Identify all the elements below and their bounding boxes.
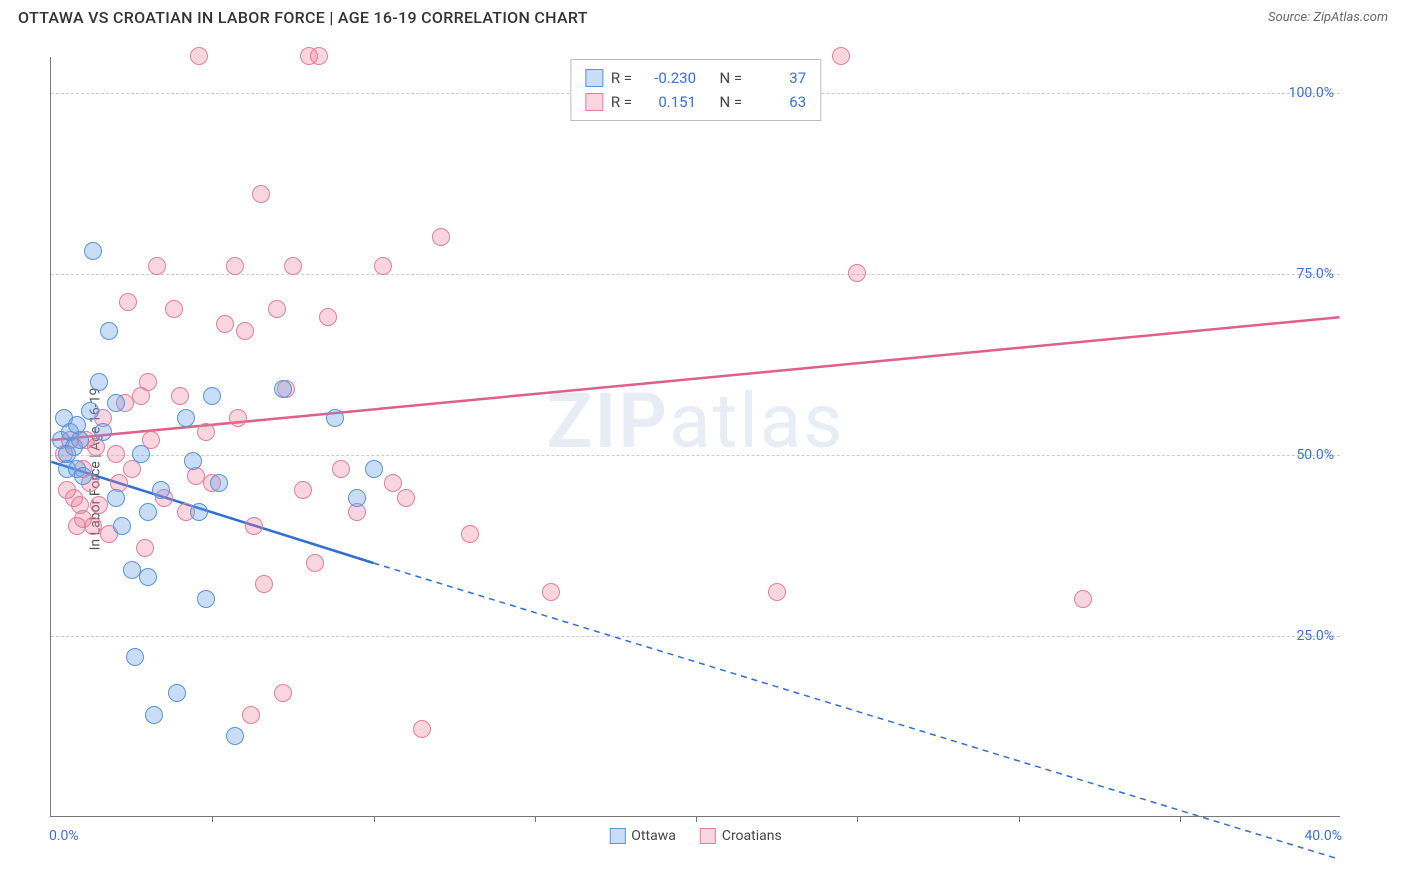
point-croatians <box>384 474 402 492</box>
point-croatians <box>768 583 786 601</box>
point-ottawa <box>145 706 163 724</box>
point-croatians <box>255 575 273 593</box>
point-ottawa <box>100 322 118 340</box>
gridline <box>51 455 1340 456</box>
x-tick <box>535 816 536 822</box>
gridline <box>51 274 1340 275</box>
x-tick <box>374 816 375 822</box>
point-croatians <box>252 185 270 203</box>
point-ottawa <box>107 489 125 507</box>
trend-lines <box>51 57 1340 816</box>
x-tick <box>1019 816 1020 822</box>
point-croatians <box>226 257 244 275</box>
point-ottawa <box>210 474 228 492</box>
stats-row-ottawa: R = -0.230 N = 37 <box>585 66 806 90</box>
point-croatians <box>832 47 850 65</box>
point-croatians <box>542 583 560 601</box>
bottom-legend: Ottawa Croatians <box>609 828 781 844</box>
point-croatians <box>432 228 450 246</box>
point-ottawa <box>152 481 170 499</box>
point-croatians <box>242 706 260 724</box>
chart-area: In Labor Force | Age 16-19 ZIPatlas R = … <box>0 45 1406 892</box>
x-tick <box>857 816 858 822</box>
point-croatians <box>848 264 866 282</box>
point-croatians <box>268 300 286 318</box>
point-ottawa <box>177 409 195 427</box>
point-ottawa <box>197 590 215 608</box>
point-ottawa <box>126 648 144 666</box>
legend-item-ottawa: Ottawa <box>609 828 676 844</box>
stats-legend: R = -0.230 N = 37 R = 0.151 N = 63 <box>570 59 821 121</box>
x-tick <box>1180 816 1181 822</box>
point-ottawa <box>168 684 186 702</box>
x-max-label: 40.0% <box>1304 828 1342 844</box>
point-croatians <box>171 387 189 405</box>
point-croatians <box>306 554 324 572</box>
point-croatians <box>165 300 183 318</box>
point-croatians <box>332 460 350 478</box>
x-tick <box>212 816 213 822</box>
y-tick-label: 25.0% <box>1296 628 1334 644</box>
point-ottawa <box>139 503 157 521</box>
point-croatians <box>197 423 215 441</box>
y-tick-label: 100.0% <box>1289 85 1334 101</box>
point-ottawa <box>226 727 244 745</box>
chart-title: OTTAWA VS CROATIAN IN LABOR FORCE | AGE … <box>18 8 588 27</box>
point-croatians <box>245 517 263 535</box>
point-ottawa <box>107 394 125 412</box>
point-ottawa <box>190 503 208 521</box>
x-tick <box>696 816 697 822</box>
point-ottawa <box>139 568 157 586</box>
point-croatians <box>229 409 247 427</box>
point-croatians <box>148 257 166 275</box>
point-ottawa <box>94 423 112 441</box>
point-ottawa <box>274 380 292 398</box>
point-ottawa <box>326 409 344 427</box>
point-ottawa <box>90 373 108 391</box>
point-ottawa <box>84 242 102 260</box>
point-croatians <box>310 47 328 65</box>
point-ottawa <box>184 452 202 470</box>
point-ottawa <box>348 489 366 507</box>
point-croatians <box>236 322 254 340</box>
point-croatians <box>216 315 234 333</box>
point-ottawa <box>132 445 150 463</box>
point-croatians <box>284 257 302 275</box>
x-min-label: 0.0% <box>49 828 79 844</box>
point-ottawa <box>71 431 89 449</box>
stats-row-croatians: R = 0.151 N = 63 <box>585 90 806 114</box>
y-tick-label: 50.0% <box>1296 447 1334 463</box>
point-croatians <box>413 720 431 738</box>
point-ottawa <box>81 402 99 420</box>
point-croatians <box>119 293 137 311</box>
point-ottawa <box>113 517 131 535</box>
point-croatians <box>107 445 125 463</box>
point-ottawa <box>203 387 221 405</box>
point-ottawa <box>365 460 383 478</box>
point-croatians <box>397 489 415 507</box>
point-croatians <box>374 257 392 275</box>
point-croatians <box>319 308 337 326</box>
legend-item-croatians: Croatians <box>700 828 782 844</box>
point-croatians <box>1074 590 1092 608</box>
plot-area: ZIPatlas R = -0.230 N = 37 R = 0.151 N =… <box>50 57 1340 817</box>
point-croatians <box>274 684 292 702</box>
source-label: Source: ZipAtlas.com <box>1268 10 1388 25</box>
y-tick-label: 75.0% <box>1296 266 1334 282</box>
point-croatians <box>139 373 157 391</box>
point-croatians <box>136 539 154 557</box>
point-ottawa <box>74 467 92 485</box>
point-croatians <box>190 47 208 65</box>
gridline <box>51 636 1340 637</box>
point-croatians <box>461 525 479 543</box>
point-croatians <box>294 481 312 499</box>
